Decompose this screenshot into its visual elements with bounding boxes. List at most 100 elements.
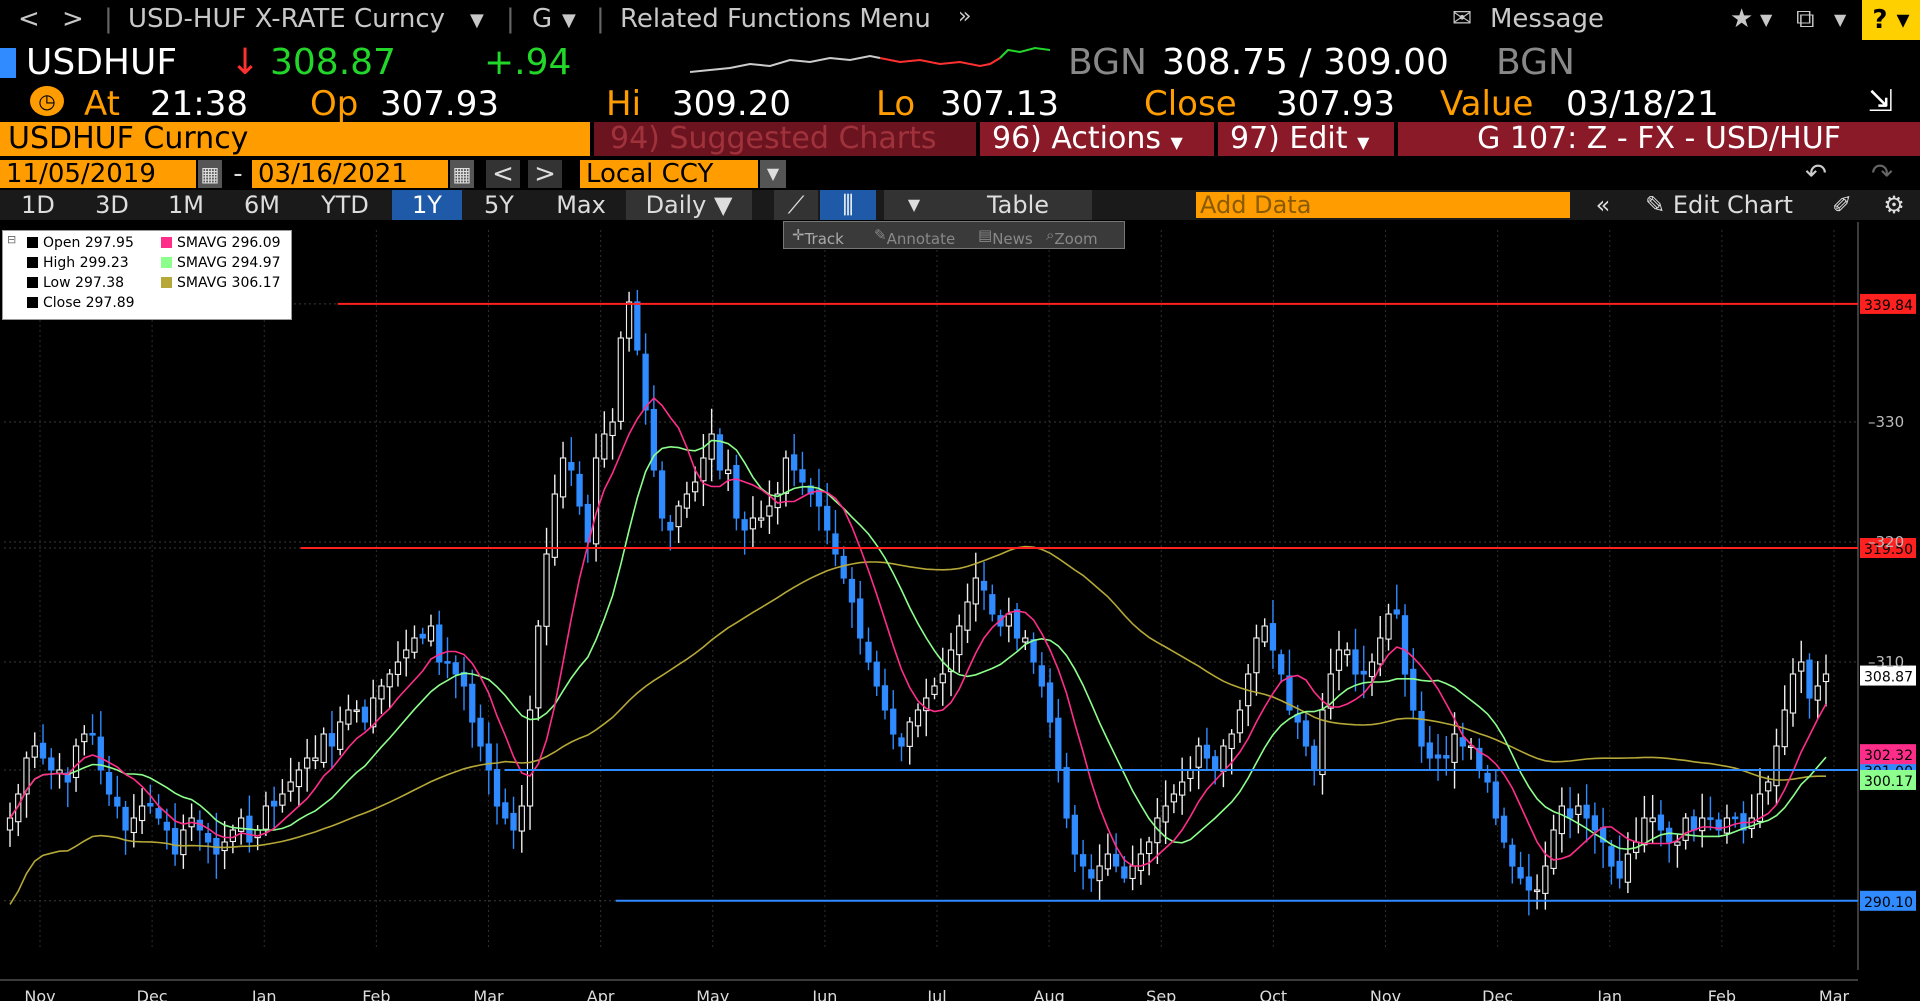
candle-body xyxy=(477,717,484,747)
chart-edit-icon[interactable]: ✐ xyxy=(1831,191,1853,219)
period-1m[interactable]: 1M xyxy=(168,191,204,219)
candle-body xyxy=(1195,745,1202,768)
period-6m[interactable]: 6M xyxy=(244,191,280,219)
track-tool[interactable]: ✛ Track xyxy=(792,226,844,248)
candle-body xyxy=(237,817,245,832)
annotate-tool[interactable]: ✎ Annotate xyxy=(874,226,956,248)
x-tick-label: Nov xyxy=(1370,987,1401,1001)
collapse-box-icon[interactable]: ⊟ xyxy=(7,233,17,246)
bid-source: BGN xyxy=(1068,42,1147,83)
period-5y[interactable]: 5Y xyxy=(484,191,514,219)
candle-body xyxy=(328,733,336,747)
suggested-charts-button[interactable]: 94) Suggested Charts xyxy=(594,122,976,156)
function-menu[interactable]: G xyxy=(532,4,553,34)
candle-body xyxy=(625,301,633,339)
table-button[interactable]: Table xyxy=(944,190,1092,220)
line-chart-icon[interactable]: ⟋ xyxy=(774,190,818,220)
candle-body xyxy=(31,745,38,758)
add-data-input[interactable]: Add Data xyxy=(1196,192,1570,218)
next-period-button[interactable]: > xyxy=(528,160,562,188)
forward-button[interactable]: > xyxy=(62,4,84,34)
candle-body xyxy=(138,805,146,822)
candle-body xyxy=(1046,682,1054,723)
period-toolbar: 1D 3D 1M 6M YTD 1Y 5Y Max Daily ▼ ⟋ ⫼ ▼ … xyxy=(0,190,1920,220)
edit-menu[interactable]: 97) Edit ▼ xyxy=(1218,122,1394,156)
candle-body xyxy=(163,821,170,831)
end-date-input[interactable]: 03/16/2021 xyxy=(252,160,448,188)
news-tool[interactable]: ▤ News xyxy=(978,226,1033,248)
candle-body xyxy=(609,421,616,437)
actions-menu[interactable]: 96) Actions ▼ xyxy=(980,122,1214,156)
chart-background xyxy=(0,222,1920,1001)
chevron-down-icon[interactable]: ▼ xyxy=(1760,10,1773,29)
undo-icon[interactable]: ↶ xyxy=(1805,159,1827,189)
candle-body xyxy=(980,580,988,591)
chevron-down-icon[interactable]: ▼ xyxy=(884,190,944,220)
frequency-select[interactable]: Daily ▼ xyxy=(626,190,752,220)
candle-body xyxy=(510,812,517,831)
chevron-down-icon[interactable]: ▼ xyxy=(562,10,576,31)
x-tick-label: Mar xyxy=(1819,987,1850,1001)
chevron-down-icon[interactable]: ▼ xyxy=(470,10,484,31)
redo-icon[interactable]: ↷ xyxy=(1871,159,1893,189)
calendar-icon[interactable]: ▦ xyxy=(198,160,222,188)
star-icon[interactable]: ★ xyxy=(1730,4,1754,34)
previous-period-button[interactable]: < xyxy=(486,160,520,188)
window-icon[interactable]: ⧉ xyxy=(1796,4,1815,34)
calendar-icon[interactable]: ▦ xyxy=(450,160,474,188)
divider: | xyxy=(596,4,605,34)
candle-body xyxy=(1005,613,1012,627)
candle-body xyxy=(1228,733,1235,750)
y-tick-label: –330 xyxy=(1868,413,1904,431)
candle-body xyxy=(782,457,790,494)
candle-body xyxy=(931,685,938,695)
candle-body xyxy=(1038,665,1045,687)
candle-body xyxy=(1121,866,1128,879)
chevron-down-icon[interactable]: ▼ xyxy=(760,160,786,188)
back-button[interactable]: < xyxy=(18,4,40,34)
price-label-box xyxy=(1860,665,1916,686)
double-chevron-down-icon[interactable]: » xyxy=(958,4,972,29)
candlestick-icon[interactable]: ⫼ xyxy=(820,190,876,220)
candle-body xyxy=(1368,661,1376,678)
period-max[interactable]: Max xyxy=(556,191,606,219)
message-button[interactable]: Message xyxy=(1490,4,1604,34)
candle-body xyxy=(658,470,666,519)
candle-body xyxy=(204,832,212,843)
candle-body xyxy=(304,757,311,769)
ticker-symbol[interactable]: USDHUF xyxy=(26,42,178,83)
edit-chart-button[interactable]: ✎ Edit Chart xyxy=(1634,190,1804,220)
period-1d[interactable]: 1D xyxy=(21,191,55,219)
period-1y[interactable]: 1Y xyxy=(392,190,462,220)
candle-body xyxy=(1682,817,1689,841)
export-icon[interactable]: ⇲ xyxy=(1868,84,1894,119)
price-chart[interactable]: 339.84319.50301.00290.10308.87302.32300.… xyxy=(0,222,1920,1001)
candle-body xyxy=(180,829,187,856)
candle-body xyxy=(1410,668,1417,711)
help-button[interactable]: ? ▾ xyxy=(1862,0,1920,40)
gear-icon[interactable]: ⚙ xyxy=(1883,191,1905,219)
candle-body xyxy=(1517,867,1524,879)
currency-select[interactable]: Local CCY xyxy=(580,160,758,188)
candle-body xyxy=(1542,865,1549,894)
start-date-input[interactable]: 11/05/2019 xyxy=(0,160,196,188)
collapse-icon[interactable]: « xyxy=(1595,191,1611,219)
chevron-down-icon[interactable]: ▼ xyxy=(1834,10,1847,29)
open-label: Op xyxy=(310,84,359,124)
candle-body xyxy=(1327,673,1334,709)
candle-body xyxy=(1137,853,1145,872)
candle-body xyxy=(1088,869,1095,879)
candle-body xyxy=(89,732,96,736)
related-functions-menu[interactable]: Related Functions Menu xyxy=(620,4,931,34)
envelope-icon[interactable]: ✉ xyxy=(1452,4,1473,32)
security-field[interactable]: USDHUF Curncy xyxy=(0,122,590,156)
period-3d[interactable]: 3D xyxy=(95,191,129,219)
period-ytd[interactable]: YTD xyxy=(321,191,369,219)
price-label: 308.87 xyxy=(1864,670,1913,686)
security-menu[interactable]: USD-HUF X-RATE Curncy xyxy=(128,4,446,34)
candle-body xyxy=(485,743,492,771)
candle-body xyxy=(741,519,748,531)
zoom-label: Zoom xyxy=(1054,230,1098,248)
zoom-tool[interactable]: ⌕ Zoom xyxy=(1046,226,1098,248)
candle-body xyxy=(1079,854,1087,867)
